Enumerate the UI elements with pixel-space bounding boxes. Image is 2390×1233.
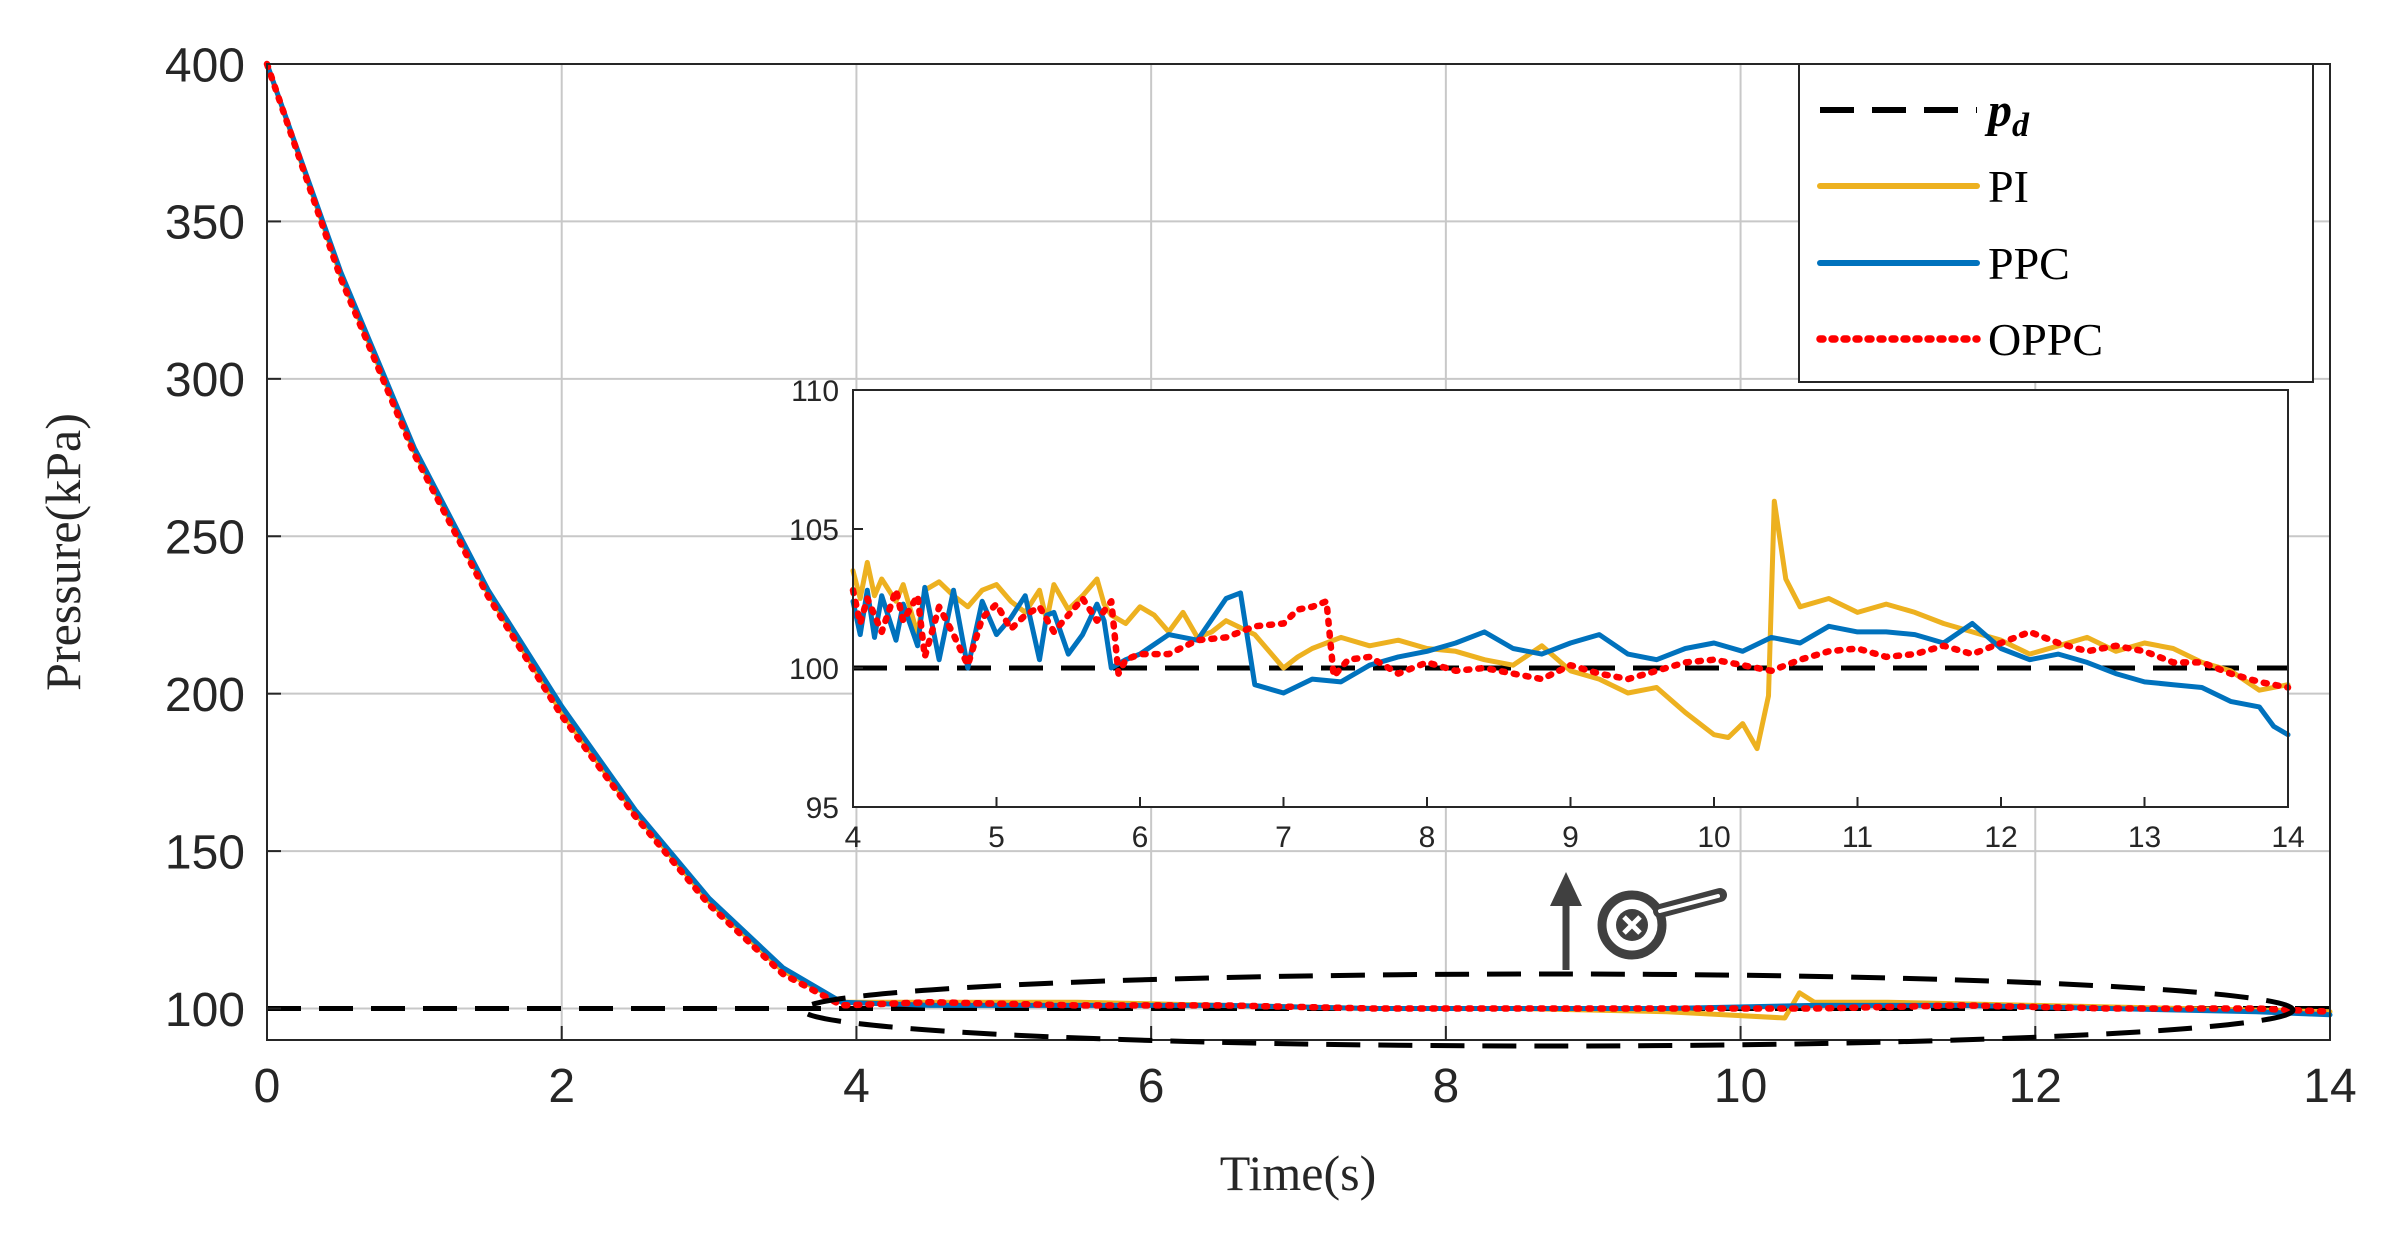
legend-entry-pi: PI xyxy=(1817,161,2029,212)
main-xtick-label: 2 xyxy=(548,1060,575,1113)
inset-xtick-label: 14 xyxy=(2271,821,2304,854)
main-xtick-label: 0 xyxy=(254,1060,281,1113)
inset-series-pi xyxy=(850,498,2291,752)
inset-xtick-label: 8 xyxy=(1419,821,1436,854)
main-ytick-label: 250 xyxy=(165,512,245,565)
inset-series-oppc xyxy=(849,586,2292,691)
inset-background xyxy=(853,390,2288,807)
inset-xtick-label: 10 xyxy=(1697,821,1730,854)
inset-xtick-label: 13 xyxy=(2128,821,2161,854)
inset-tick-labels: 4 5 6 7 8 9 10 11 12 13 14 95 100 105 110 xyxy=(789,375,2305,854)
inset-xtick-label: 11 xyxy=(1842,821,1873,854)
inset-ytick-label: 100 xyxy=(789,653,839,686)
inset-ytick-label: 105 xyxy=(789,514,839,547)
main-ytick-label: 300 xyxy=(165,354,245,407)
legend-label-ppc: PPC xyxy=(1988,238,2070,289)
inset-series xyxy=(849,498,2292,752)
legend-label-pi: PI xyxy=(1988,161,2029,212)
inset-xtick-label: 7 xyxy=(1275,821,1292,854)
main-xtick-label: 10 xyxy=(1714,1060,1767,1113)
inset-xtick-label: 12 xyxy=(1984,821,2017,854)
legend-label-oppc: OPPC xyxy=(1988,314,2103,365)
magnifier-icon xyxy=(1597,888,1727,960)
inset-xtick-label: 9 xyxy=(1562,821,1579,854)
inset-xtick-label: 4 xyxy=(845,821,862,854)
legend: pd PI PPC OPPC xyxy=(1798,63,2314,383)
main-ytick-label: 200 xyxy=(165,669,245,722)
legend-entry-oppc: OPPC xyxy=(1816,314,2103,365)
main-tick-labels: 0 2 4 6 8 10 12 14 100 150 200 250 300 350 400 xyxy=(165,39,2357,1113)
legend-entry-pd: pd xyxy=(1820,84,2030,144)
main-ytick-label: 150 xyxy=(165,826,245,879)
inset-ytick-label: 110 xyxy=(791,375,839,408)
zoom-arrow xyxy=(1550,872,1582,970)
main-xtick-label: 4 xyxy=(843,1060,870,1113)
main-xtick-label: 6 xyxy=(1138,1060,1165,1113)
main-ytick-label: 350 xyxy=(165,197,245,250)
zoom-region-ellipse xyxy=(800,971,2296,1049)
main-xtick-label: 14 xyxy=(2303,1060,2356,1113)
y-axis-label: Pressure(kPa) xyxy=(35,413,91,691)
main-xtick-label: 8 xyxy=(1433,1060,1460,1113)
main-ytick-label: 400 xyxy=(165,39,245,92)
x-axis-label: Time(s) xyxy=(1220,1145,1377,1201)
legend-label-pd: pd xyxy=(1984,84,2030,144)
main-axes-frame xyxy=(266,63,2331,1041)
main-series xyxy=(263,60,2334,1021)
inset-xtick-label: 5 xyxy=(988,821,1005,854)
main-series-oppc xyxy=(263,60,2334,1015)
main-xtick-label: 12 xyxy=(2009,1060,2062,1113)
legend-box xyxy=(1798,63,2314,383)
inset-ytick-label: 95 xyxy=(806,792,839,825)
main-ytick-label: 100 xyxy=(165,984,245,1037)
inset-xtick-label: 6 xyxy=(1132,821,1149,854)
legend-entry-ppc: PPC xyxy=(1817,238,2070,289)
